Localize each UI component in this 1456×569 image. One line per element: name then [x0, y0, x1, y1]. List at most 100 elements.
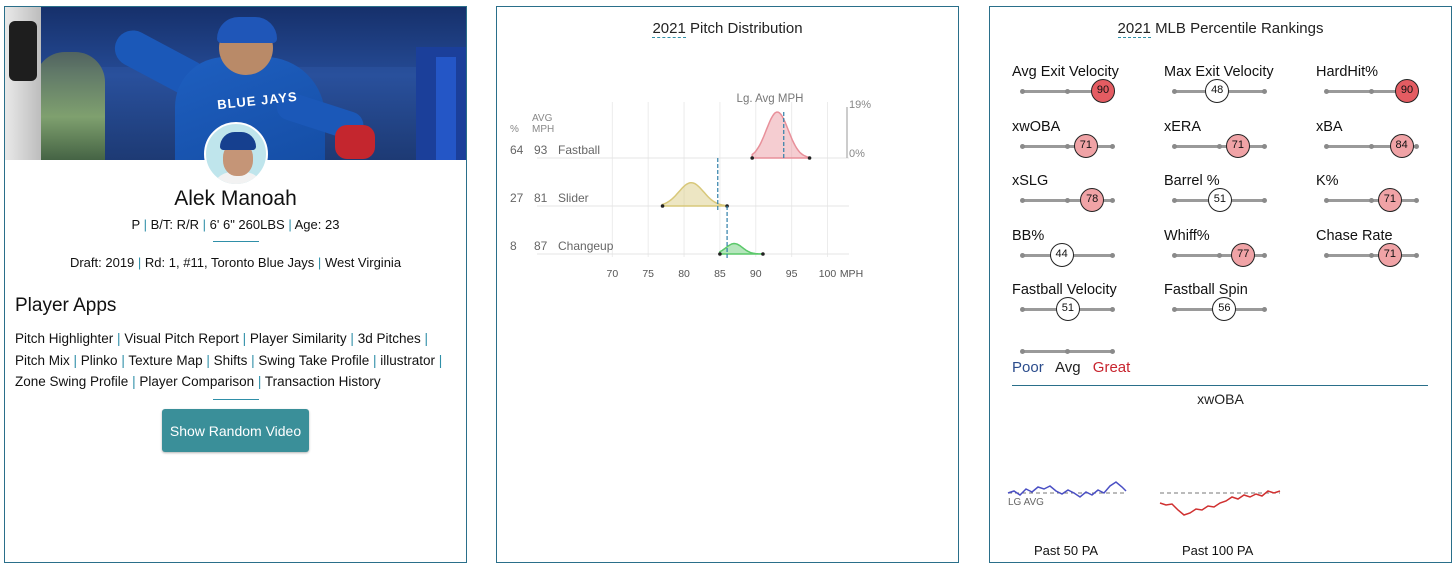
col-pct-header: %	[510, 124, 519, 135]
player-apps-title: Player Apps	[15, 295, 117, 316]
percentile-label: Fastball Velocity	[1012, 282, 1117, 298]
app-link-swing-take-profile[interactable]: Swing Take Profile	[258, 352, 370, 368]
percentile-value-badge: 90	[1091, 79, 1115, 103]
draft-info: Draft: 2019 | Rd: 1, #11, Toronto Blue J…	[69, 255, 402, 270]
pitch-distribution-title: 2021 Pitch Distribution	[497, 20, 958, 38]
age: 23	[325, 217, 340, 232]
pitch-density-changeup	[719, 242, 763, 255]
xwoba-title: xwOBA	[1197, 391, 1244, 407]
percentile-tick-dot	[1110, 253, 1115, 258]
percentile-fastball-spin: Fastball Spin 56	[1164, 282, 1314, 332]
pitch-distribution-panel: 2021 Pitch Distribution 70 75 80 85 90 95 100 M…	[496, 6, 959, 563]
app-link-zone-swing-profile[interactable]: Zone Swing Profile	[15, 374, 129, 389]
percentile-label: Whiff%	[1164, 228, 1210, 244]
height-weight: 6' 6" 260LBS	[209, 217, 285, 232]
app-link-visual-pitch-report[interactable]: Visual Pitch Report	[124, 331, 239, 346]
link-separator: |	[420, 331, 428, 346]
legend-dot	[1065, 349, 1070, 354]
bats-throws-label: B/T:	[150, 217, 173, 232]
app-link-transaction-history[interactable]: Transaction History	[264, 374, 381, 389]
percentile-tick-dot	[1065, 198, 1070, 203]
title-year: 2021	[1117, 20, 1151, 38]
percentile-label: Chase Rate	[1316, 228, 1393, 244]
percentile-title: 2021 MLB Percentile Rankings	[990, 20, 1451, 38]
draft-team: Toronto Blue Jays	[210, 255, 315, 270]
player-name: Alek Manoah	[174, 187, 297, 210]
divider	[213, 241, 259, 242]
show-random-video-button[interactable]: Show Random Video	[162, 409, 309, 452]
percentile-tick-dot	[1020, 307, 1025, 312]
percentile-legend: Poor Avg Great	[1012, 359, 1138, 376]
col-avg-header: AVG	[532, 113, 553, 124]
percentile-tick-dot	[1172, 144, 1177, 149]
percentile-value-badge: 77	[1231, 243, 1256, 267]
percentile-label: xBA	[1316, 119, 1343, 135]
percentile-tick-dot	[1217, 144, 1222, 149]
percentile-tick-dot	[1262, 253, 1267, 258]
link-separator: |	[113, 331, 125, 346]
school: West Virginia	[324, 255, 402, 270]
percentile-tick-dot	[1065, 89, 1070, 94]
percentile-whiff-: Whiff% 77	[1164, 228, 1314, 278]
percentile-value-badge: 84	[1389, 134, 1414, 158]
pitch-avg-mph: 87	[534, 239, 548, 253]
percentile-tick-dot	[1020, 198, 1025, 203]
percentile-xwoba: xwOBA 71	[1012, 119, 1162, 169]
percentile-tick-dot	[1369, 253, 1374, 258]
link-separator: |	[346, 331, 358, 346]
app-link-player-comparison[interactable]: Player Comparison	[139, 374, 255, 389]
player-action-photo: BLUE JAYS	[5, 7, 466, 160]
percentile-value-badge: 56	[1212, 297, 1237, 321]
percentile-value-badge: 71	[1073, 134, 1098, 158]
percentile-bb-: BB% 44	[1012, 228, 1162, 278]
pitch-avg-mph: 93	[534, 143, 548, 157]
link-separator: |	[117, 352, 129, 368]
percentile-tick-dot	[1324, 144, 1329, 149]
percentile-value-badge: 48	[1205, 79, 1230, 103]
percentile-fastball-velocity: Fastball Velocity 51	[1012, 282, 1162, 332]
app-link-plinko[interactable]: Plinko	[80, 352, 118, 368]
pitch-name: Fastball	[558, 143, 600, 157]
app-link-illustrator[interactable]: illustrator	[380, 352, 436, 368]
sparkline-50-label: Past 50 PA	[1034, 543, 1099, 558]
percentile-tick-dot	[1324, 198, 1329, 203]
divider	[213, 399, 259, 400]
draft-label: Draft:	[69, 255, 102, 270]
player-avatar	[204, 122, 268, 186]
app-link-3d-pitches[interactable]: 3d Pitches	[357, 331, 421, 346]
col-mph-header: MPH	[532, 124, 554, 135]
pitch-avg-mph: 81	[534, 191, 548, 205]
sparkline-100-label: Past 100 PA	[1182, 543, 1254, 558]
percentile-k-: K% 71	[1316, 173, 1451, 223]
app-link-shifts[interactable]: Shifts	[213, 352, 248, 368]
app-link-pitch-highlighter[interactable]: Pitch Highlighter	[15, 331, 114, 346]
app-link-player-similarity[interactable]: Player Similarity	[249, 331, 347, 346]
percentile-tick-dot	[1324, 253, 1329, 258]
percentile-barrel-: Barrel % 51	[1164, 173, 1314, 223]
percentile-tick-dot	[1414, 198, 1419, 203]
percentile-tick-dot	[1172, 198, 1177, 203]
link-separator: |	[202, 352, 214, 368]
title-year: 2021	[652, 20, 686, 38]
link-separator: |	[247, 352, 259, 368]
pitch-pct: 8	[510, 239, 517, 253]
scale-top-label: 19%	[849, 99, 871, 111]
legend-dot	[1110, 349, 1115, 354]
percentile-label: xSLG	[1012, 173, 1049, 189]
sparkline-50pa	[1007, 481, 1127, 498]
app-link-pitch-mix[interactable]: Pitch Mix	[15, 352, 70, 368]
divider	[1012, 385, 1428, 386]
percentile-tick-dot	[1110, 307, 1115, 312]
legend-great: Great	[1092, 359, 1131, 376]
percentile-label: HardHit%	[1316, 64, 1379, 80]
percentile-value-badge: 71	[1377, 188, 1402, 212]
player-bio-panel: BLUE JAYS Alek Manoah P | B/T: R/R | 6' …	[4, 6, 467, 563]
percentile-tick-dot	[1324, 89, 1329, 94]
app-link-texture-map[interactable]: Texture Map	[128, 352, 203, 368]
age-label: Age:	[294, 217, 322, 232]
x-tick-label: 80	[678, 268, 690, 280]
percentile-xslg: xSLG 78	[1012, 173, 1162, 223]
link-separator: |	[128, 374, 140, 389]
percentile-tick-dot	[1020, 253, 1025, 258]
